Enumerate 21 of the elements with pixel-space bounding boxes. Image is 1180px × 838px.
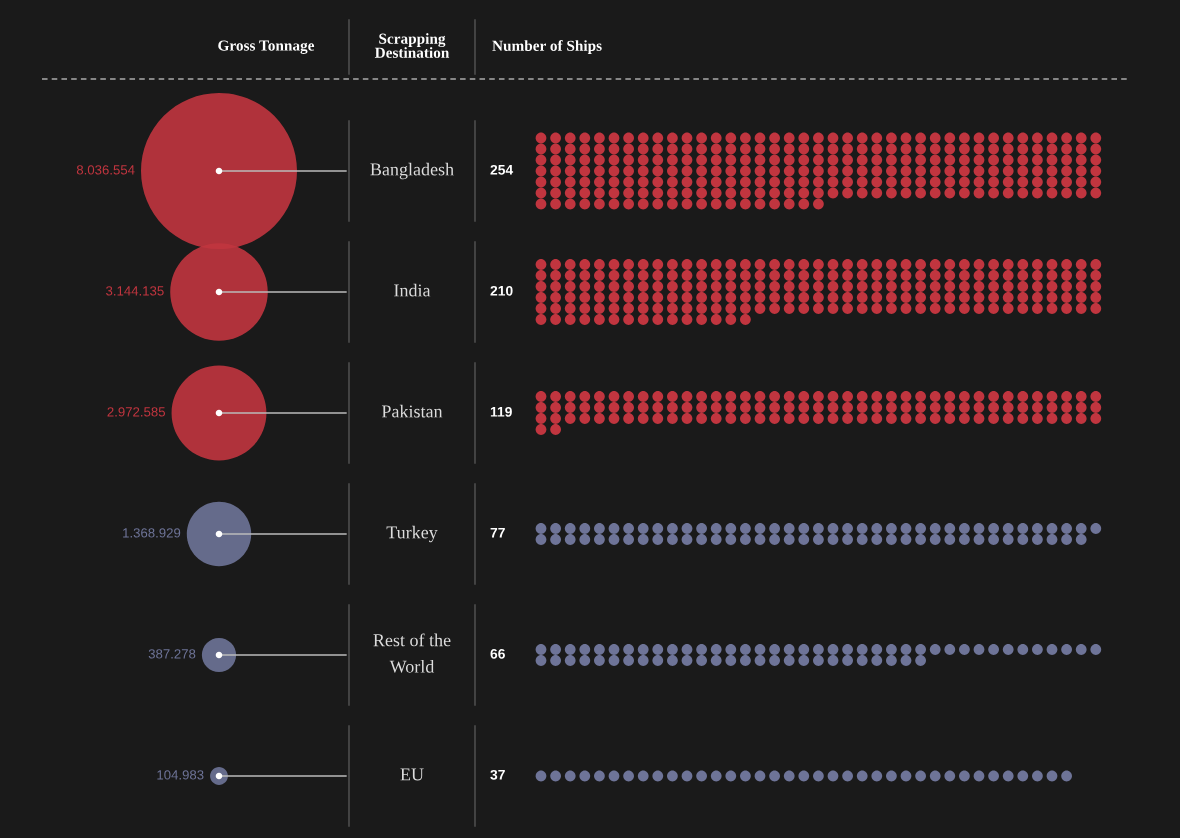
category-label: Bangladesh xyxy=(370,162,454,180)
category-label: Rest of the World xyxy=(373,633,451,673)
data-label: 119 xyxy=(490,406,512,417)
data-label: 387.278 xyxy=(148,649,196,659)
data-label: 254 xyxy=(490,164,514,175)
category-label: EU xyxy=(400,768,424,781)
category-label: Pakistan xyxy=(381,404,443,418)
data-label: 104.983 xyxy=(157,770,204,780)
text: Gross Tonnage xyxy=(218,40,315,54)
data-label: 66 xyxy=(490,648,505,659)
data-label: 1.368.929 xyxy=(123,528,181,538)
category-label: Turkey xyxy=(386,525,438,543)
data-label: 37 xyxy=(490,769,505,780)
data-label: 2.972.585 xyxy=(107,407,166,417)
text: Scrapping Destination xyxy=(374,33,450,58)
data-label: 77 xyxy=(490,528,505,538)
data-label: 210 xyxy=(490,285,513,296)
data-label: 3.144.135 xyxy=(106,286,164,296)
category-label: India xyxy=(394,283,431,297)
text: Number of Ships xyxy=(492,39,602,55)
data-label: 8.036.554 xyxy=(76,165,135,175)
